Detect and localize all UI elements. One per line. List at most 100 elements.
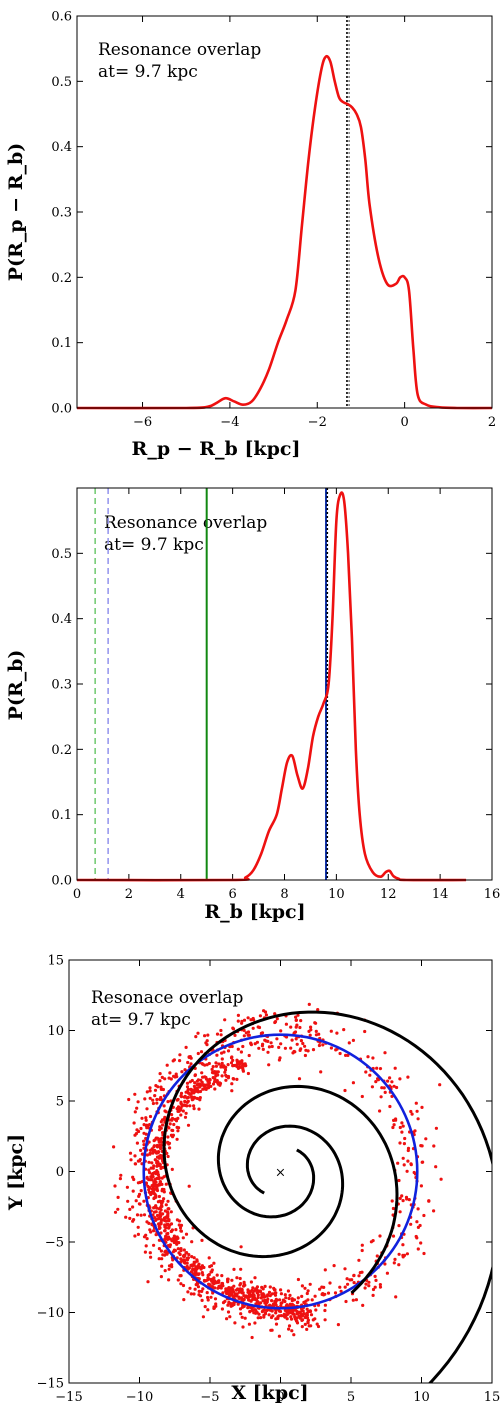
- particle: [251, 1286, 255, 1290]
- particle: [414, 1101, 418, 1105]
- particle: [199, 1078, 203, 1082]
- y-tick-label: 0.1: [51, 808, 72, 823]
- x-tick-label: 5: [347, 1390, 355, 1403]
- particle: [300, 1325, 304, 1329]
- particle: [249, 1280, 253, 1284]
- particle: [290, 1329, 294, 1333]
- particle: [219, 1065, 223, 1069]
- particle: [210, 1067, 214, 1071]
- particle: [363, 1286, 367, 1290]
- particle: [159, 1201, 164, 1205]
- particle: [232, 1302, 236, 1307]
- particle: [170, 1116, 175, 1121]
- particle: [199, 1050, 204, 1054]
- particle: [290, 1299, 294, 1303]
- particle: [194, 1035, 198, 1039]
- particle: [241, 1044, 245, 1049]
- particle: [393, 1257, 397, 1261]
- particle: [166, 1154, 170, 1159]
- particle: [311, 1048, 316, 1052]
- particle: [187, 1184, 191, 1188]
- particle: [288, 1293, 292, 1297]
- annotation-line: at= 9.7 kpc: [91, 1010, 191, 1030]
- particle: [186, 1123, 191, 1127]
- particle: [267, 1313, 271, 1317]
- particle: [238, 1307, 243, 1311]
- particle: [151, 1191, 155, 1195]
- particle: [366, 1055, 370, 1059]
- particle: [375, 1254, 379, 1258]
- particle: [323, 1303, 327, 1307]
- particle: [378, 1283, 382, 1287]
- particle: [159, 1275, 163, 1279]
- annotation-line: Resonance overlap: [98, 40, 261, 60]
- particle: [151, 1101, 155, 1106]
- particle: [402, 1163, 406, 1167]
- particle: [300, 1284, 304, 1288]
- particle: [131, 1205, 135, 1209]
- particle: [184, 1111, 188, 1115]
- particle: [401, 1255, 405, 1259]
- particle: [306, 1289, 310, 1293]
- particle: [270, 1044, 274, 1049]
- particle: [242, 1018, 247, 1022]
- particle: [211, 1082, 216, 1086]
- particle: [223, 1299, 227, 1303]
- y-tick-label: −5: [45, 1236, 64, 1251]
- particle: [196, 1031, 200, 1035]
- particle: [230, 1291, 234, 1295]
- plot-frame: [76, 487, 493, 881]
- particle: [172, 1238, 176, 1242]
- particle: [306, 1298, 310, 1302]
- particle: [169, 1229, 174, 1233]
- particle: [352, 1281, 356, 1285]
- particle: [152, 1164, 156, 1168]
- particle: [200, 1298, 204, 1302]
- particle: [398, 1141, 402, 1145]
- particle: [214, 1061, 218, 1065]
- particle: [308, 1282, 312, 1286]
- particle: [422, 1213, 426, 1218]
- x-tick-label: −10: [126, 1390, 153, 1403]
- particle: [317, 1043, 321, 1048]
- particle: [200, 1264, 204, 1268]
- particle: [212, 1305, 216, 1309]
- particle: [220, 1051, 224, 1055]
- particle: [252, 1289, 256, 1293]
- particle: [246, 1016, 250, 1020]
- particle: [215, 1032, 220, 1036]
- particle: [267, 1045, 271, 1049]
- particle: [323, 1308, 327, 1313]
- particle: [246, 1290, 250, 1294]
- particle: [162, 1104, 166, 1108]
- particle: [322, 1293, 326, 1297]
- particle: [277, 1058, 281, 1062]
- particle: [250, 1335, 254, 1340]
- particle: [176, 1247, 180, 1251]
- particle: [210, 1270, 214, 1274]
- particle: [294, 1015, 298, 1019]
- particle: [279, 1029, 283, 1033]
- particle: [256, 1295, 260, 1300]
- particle: [299, 1019, 303, 1023]
- particle: [230, 1082, 234, 1086]
- particle: [305, 1307, 309, 1311]
- particle: [339, 1289, 343, 1293]
- particle: [233, 1321, 237, 1325]
- y-tick-label: 0.5: [51, 547, 72, 562]
- particle: [179, 1100, 183, 1104]
- kde-curve: [76, 491, 467, 882]
- particle: [207, 1061, 211, 1066]
- particle: [183, 1115, 188, 1119]
- particle: [198, 1089, 203, 1094]
- particle: [154, 1194, 158, 1198]
- particle: [159, 1166, 163, 1170]
- x-tick-label: 12: [380, 887, 397, 902]
- particle: [314, 1308, 318, 1312]
- particle: [179, 1257, 183, 1261]
- particle: [219, 1033, 223, 1037]
- particle: [186, 1087, 190, 1091]
- particle: [155, 1101, 159, 1105]
- particle: [197, 1272, 201, 1276]
- x-axis-label: X [kpc]: [231, 1382, 308, 1403]
